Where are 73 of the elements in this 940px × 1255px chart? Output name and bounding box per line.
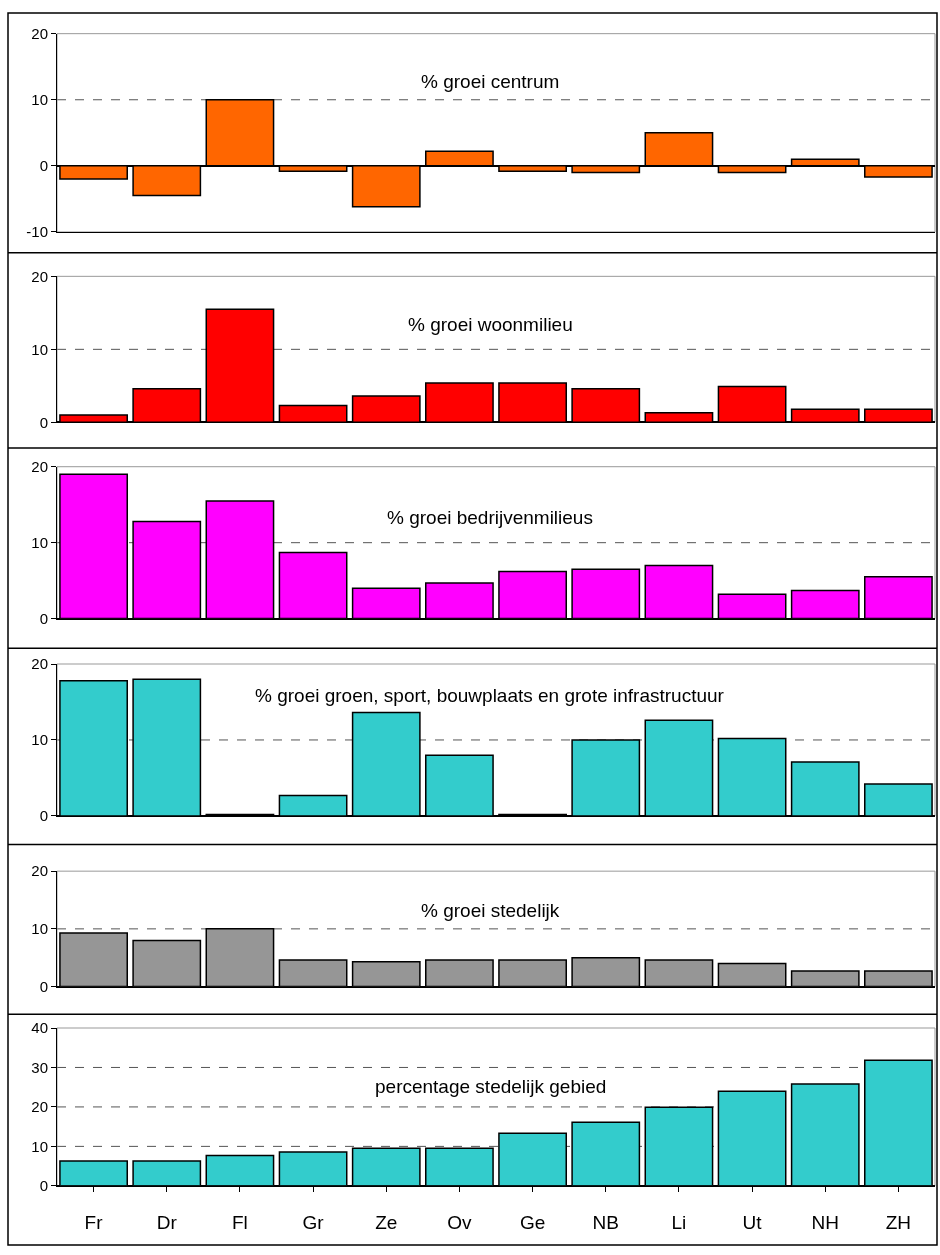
- y-tick-label: 20: [31, 267, 48, 285]
- bar: [278, 1151, 348, 1186]
- y-tick-label: -10: [26, 223, 48, 241]
- bar: [498, 1132, 567, 1186]
- x-tick-label: ZH: [885, 1211, 912, 1233]
- bar: [498, 570, 567, 619]
- bar: [278, 959, 348, 987]
- y-tick-label: 10: [31, 731, 48, 749]
- text: percentage stedelijk gebied: [375, 1076, 607, 1097]
- bar: [205, 928, 275, 987]
- bar: [790, 589, 860, 619]
- y-tick-label: 0: [39, 157, 48, 175]
- bar: [864, 1059, 933, 1186]
- x-tick-label: Ze: [375, 1211, 398, 1233]
- y-tick-label: 20: [31, 1098, 48, 1116]
- x-tick-label: Ut: [742, 1211, 763, 1233]
- bar: [132, 520, 202, 619]
- x-tick-label: NB: [592, 1211, 619, 1233]
- bar: [278, 551, 348, 619]
- bar: [644, 564, 714, 619]
- bar: [498, 959, 567, 987]
- bar: [132, 1160, 202, 1186]
- y-tick-label: 10: [31, 1137, 48, 1155]
- x-tick-label: Dr: [156, 1211, 178, 1233]
- x-tick-label: Gr: [302, 1211, 325, 1233]
- y-tick-label: 30: [31, 1058, 48, 1076]
- x-tick-label: Fr: [84, 1211, 104, 1233]
- x-tick-label: NH: [811, 1211, 839, 1233]
- bar: [351, 1147, 421, 1186]
- bar: [790, 1083, 860, 1186]
- bar: [351, 961, 421, 987]
- bar: [132, 939, 202, 987]
- y-tick-label: 20: [31, 655, 48, 673]
- bar: [864, 576, 933, 619]
- text: % groei bedrijvenmilieus: [387, 507, 593, 528]
- bar: [351, 587, 421, 619]
- y-tick-label: 10: [31, 91, 48, 108]
- text: % groei woonmilieu: [408, 314, 573, 335]
- bar: [571, 1121, 641, 1186]
- y-tick-label: 0: [39, 977, 48, 995]
- bar: [205, 500, 275, 619]
- text: % groei stedelijk: [421, 900, 560, 921]
- text: % groei groen, sport, bouwplaats en grote infrastructuur: [255, 685, 725, 706]
- x-tick-label: Li: [671, 1211, 687, 1233]
- bar: [790, 970, 860, 987]
- x-tick-label: Fl: [232, 1211, 248, 1233]
- y-tick-label: 10: [31, 920, 48, 938]
- y-tick-label: 20: [31, 24, 48, 42]
- bar: [425, 1147, 494, 1186]
- bar: [717, 593, 787, 619]
- bar: [425, 582, 494, 619]
- y-tick-label: 40: [31, 1019, 48, 1037]
- y-tick-label: 0: [39, 1177, 48, 1195]
- bar: [59, 1160, 128, 1186]
- bar: [571, 568, 641, 619]
- bar: [717, 1090, 787, 1186]
- bar: [425, 959, 494, 987]
- bar: [59, 473, 128, 619]
- y-tick-label: 10: [31, 533, 48, 551]
- x-tick-label: Ov: [447, 1211, 473, 1233]
- bar: [717, 962, 787, 987]
- bar: [644, 959, 714, 987]
- y-tick-label: 10: [31, 340, 48, 358]
- x-tick-label: Ge: [519, 1211, 546, 1233]
- bar: [644, 1106, 714, 1186]
- y-tick-label: 0: [39, 807, 48, 825]
- y-tick-label: 0: [39, 609, 48, 627]
- y-tick-label: 20: [31, 457, 48, 475]
- y-tick-label: 20: [31, 862, 48, 880]
- text: % groei centrum: [421, 71, 560, 92]
- y-tick-label: 0: [39, 413, 48, 431]
- bar: [205, 1154, 275, 1186]
- bar: [571, 956, 641, 987]
